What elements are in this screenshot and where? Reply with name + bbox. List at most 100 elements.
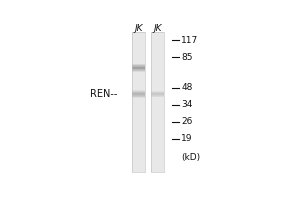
- Bar: [151, 126, 164, 127]
- Bar: [132, 109, 145, 110]
- Bar: [132, 64, 145, 65]
- Bar: [132, 106, 145, 107]
- Bar: [132, 81, 145, 82]
- Bar: [132, 43, 145, 44]
- Bar: [151, 78, 164, 79]
- Bar: [132, 144, 145, 145]
- Bar: [151, 158, 164, 159]
- Bar: [132, 151, 145, 152]
- Bar: [132, 143, 145, 144]
- Text: JK: JK: [153, 24, 161, 33]
- Bar: [132, 169, 145, 170]
- Bar: [132, 66, 145, 67]
- Bar: [151, 41, 164, 42]
- Bar: [132, 120, 145, 121]
- Bar: [132, 141, 145, 142]
- Text: (kD): (kD): [181, 153, 200, 162]
- Bar: [151, 77, 164, 78]
- Bar: [132, 47, 145, 48]
- Bar: [132, 140, 145, 141]
- Bar: [151, 94, 164, 95]
- Bar: [151, 137, 164, 138]
- Bar: [132, 44, 145, 45]
- Bar: [132, 107, 145, 108]
- Bar: [151, 61, 164, 62]
- Bar: [132, 97, 145, 98]
- Bar: [132, 88, 145, 89]
- Bar: [132, 148, 145, 149]
- Bar: [151, 156, 164, 157]
- Bar: [132, 108, 145, 109]
- Bar: [151, 67, 164, 68]
- Bar: [132, 37, 145, 38]
- Bar: [151, 47, 164, 48]
- Bar: [132, 48, 145, 49]
- Bar: [132, 118, 145, 119]
- Bar: [132, 129, 145, 130]
- Bar: [151, 101, 164, 102]
- Bar: [151, 66, 164, 67]
- Bar: [132, 149, 145, 150]
- Bar: [132, 33, 145, 34]
- Bar: [132, 58, 145, 59]
- Bar: [151, 35, 164, 36]
- Bar: [151, 134, 164, 135]
- Bar: [132, 131, 145, 132]
- Bar: [151, 64, 164, 65]
- Bar: [132, 104, 145, 105]
- Bar: [132, 35, 145, 36]
- Bar: [151, 163, 164, 164]
- Bar: [132, 70, 145, 71]
- Bar: [151, 165, 164, 166]
- Bar: [132, 165, 145, 166]
- Bar: [132, 132, 145, 133]
- Bar: [151, 69, 164, 70]
- Bar: [151, 79, 164, 80]
- Bar: [151, 150, 164, 151]
- Bar: [151, 37, 164, 38]
- Bar: [151, 42, 164, 43]
- Bar: [151, 122, 164, 123]
- Bar: [151, 142, 164, 143]
- Bar: [151, 104, 164, 105]
- Bar: [151, 114, 164, 115]
- Bar: [132, 82, 145, 83]
- Bar: [151, 124, 164, 125]
- Bar: [132, 46, 145, 47]
- Bar: [151, 164, 164, 165]
- Bar: [132, 74, 145, 75]
- Bar: [151, 89, 164, 90]
- Bar: [151, 73, 164, 74]
- Bar: [151, 106, 164, 107]
- Bar: [151, 145, 164, 146]
- Bar: [151, 50, 164, 51]
- Bar: [151, 128, 164, 129]
- Bar: [151, 48, 164, 49]
- Bar: [151, 38, 164, 39]
- Bar: [151, 32, 164, 33]
- Bar: [151, 160, 164, 161]
- Bar: [151, 96, 164, 97]
- Bar: [151, 119, 164, 120]
- Bar: [151, 43, 164, 44]
- Bar: [132, 55, 145, 56]
- Bar: [132, 133, 145, 134]
- Bar: [151, 99, 164, 100]
- Bar: [132, 56, 145, 57]
- Bar: [132, 59, 145, 60]
- Bar: [151, 63, 164, 64]
- Bar: [151, 59, 164, 60]
- Bar: [132, 102, 145, 103]
- Bar: [132, 96, 145, 97]
- Bar: [151, 143, 164, 144]
- Bar: [132, 167, 145, 168]
- Bar: [151, 54, 164, 55]
- Bar: [132, 79, 145, 80]
- Bar: [132, 90, 145, 91]
- Bar: [132, 45, 145, 46]
- Bar: [151, 62, 164, 63]
- Bar: [151, 147, 164, 148]
- Bar: [132, 161, 145, 162]
- Bar: [132, 77, 145, 78]
- Bar: [132, 171, 145, 172]
